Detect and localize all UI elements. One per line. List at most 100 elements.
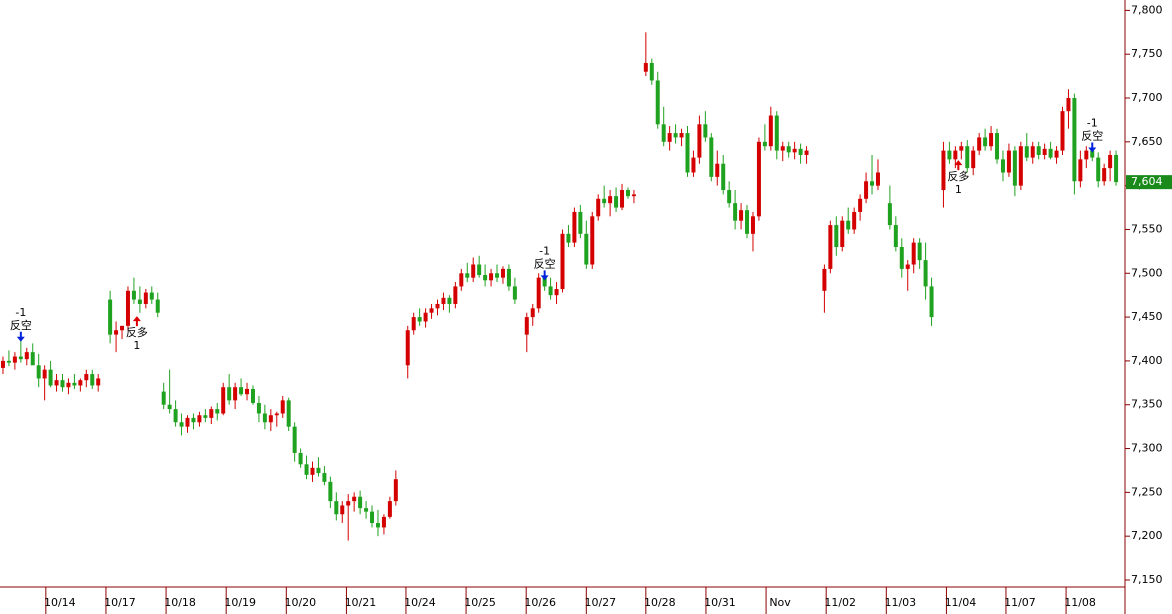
candle-body [12,356,17,363]
signal-text: 反空 [534,256,556,270]
candle-body [346,501,351,506]
candle-body [625,190,630,197]
candle-body [36,365,41,379]
signal-text: 反空 [10,318,32,332]
candle-body [340,505,345,515]
x-tick-label: 10/20 [284,596,316,609]
candle-body [1072,98,1077,182]
candle-body [715,163,720,177]
candle-body [649,62,654,81]
candle-body [1048,148,1053,158]
signal-text: 反多 [126,325,148,339]
candle-body [834,225,839,247]
candle-body [560,233,565,290]
candle-body [983,137,988,147]
candle-body [149,292,154,300]
candle-body [971,150,976,169]
candle-body [584,233,589,265]
candle-body [221,387,226,414]
candle-body [215,409,220,414]
x-tick-label: 10/14 [44,596,76,609]
candle-body [54,380,59,386]
y-tick-label: 7,650 [1131,135,1163,148]
candle-body [572,211,577,243]
y-tick-label: 7,500 [1131,266,1163,279]
candle-body [620,190,625,208]
x-tick-label: 10/27 [584,596,616,609]
candle-body [370,511,375,524]
candle-body [679,133,684,138]
candle-body [417,317,422,322]
candle-body [822,268,827,291]
candle-body [846,220,851,230]
candle-body [441,297,446,304]
candle-body [1114,154,1119,183]
candle-body [875,172,880,186]
candle-body [429,308,434,313]
x-tick-label: 11/04 [945,596,977,609]
candle-body [530,308,535,318]
candle-body [798,148,803,155]
candle-body [828,225,833,269]
candle-body [614,196,619,208]
candle-body [364,508,369,512]
x-tick-label: 10/24 [404,596,436,609]
candle-body [631,194,636,197]
candle-body [762,141,767,147]
signal-label: -1 [15,306,26,319]
candle-body [959,146,964,151]
candle-body [977,137,982,151]
candle-body [864,181,869,199]
candle-body [756,141,761,217]
candle-body [256,402,261,414]
candle-body [179,422,184,427]
candle-body [352,496,357,502]
candle-body [298,452,303,465]
signal-arrow [540,270,549,281]
signal-label: 1 [955,183,962,196]
signal-arrow [132,316,141,327]
candle-body [316,467,321,474]
candle-body [1024,146,1029,158]
y-tick-label: 7,300 [1131,442,1163,455]
candle-body [899,246,904,269]
candle-body [643,62,648,72]
candle-body [703,124,708,138]
candle-body [322,473,327,482]
candle-body [96,378,101,386]
candle-body [1090,150,1095,158]
x-tick-label: 11/03 [884,596,916,609]
candle-body [477,264,482,276]
candle-body [0,360,5,368]
x-tick-label: 10/17 [104,596,136,609]
candle-body [602,198,607,204]
candle-body [250,388,255,403]
candle-body [506,268,511,287]
candle-body [733,203,738,221]
candle-body [893,225,898,247]
candle-body [887,203,892,226]
candle-body [923,260,928,287]
candle-body [774,115,779,151]
candle-body [465,273,470,278]
candle-body [328,481,333,502]
candle-body [697,124,702,158]
candle-body [1042,148,1047,155]
candle-body [375,523,380,528]
candle-body [60,380,65,388]
candle-body [286,400,291,427]
candle-body [90,374,95,386]
candle-body [1006,150,1011,173]
candle-body [227,387,232,401]
candle-body [1012,150,1017,186]
x-tick-label: 11/07 [1004,596,1036,609]
candle-body [262,413,267,423]
candle-body [691,157,696,173]
candle-body [1078,159,1083,182]
y-tick-label: 7,150 [1131,573,1163,586]
candle-body [768,115,773,147]
candle-body [191,417,196,423]
candle-body [1084,150,1089,160]
y-tick-label: 7,350 [1131,398,1163,411]
